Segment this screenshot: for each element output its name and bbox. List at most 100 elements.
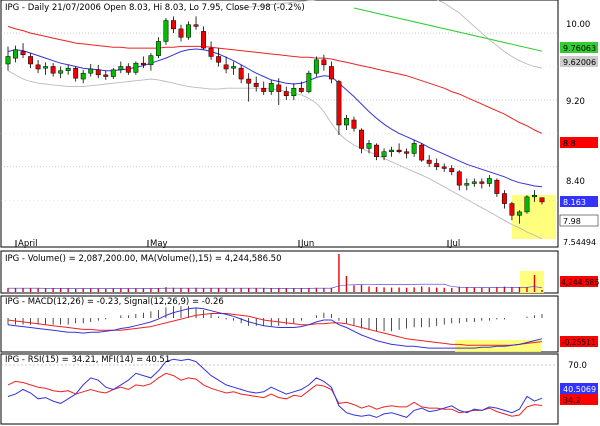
candle-body (13, 49, 18, 59)
volume-label-box (560, 276, 598, 287)
macd-label-box (560, 336, 598, 347)
rsi-label: 34.2 (563, 396, 581, 405)
bb-upper-label: 9.76063 (563, 44, 596, 53)
price-candles (5, 16, 545, 224)
candle-body (95, 69, 101, 76)
candle-body (313, 59, 319, 74)
candle-body (321, 59, 327, 66)
mfi-line (7, 358, 543, 418)
candle-body (374, 144, 379, 158)
candle-body (366, 143, 372, 149)
candle-body (291, 87, 297, 96)
volume-ma-line (8, 283, 543, 289)
rsi-label-box (560, 394, 598, 405)
candle-body (411, 143, 417, 154)
candle-body (464, 183, 470, 186)
candle-body (103, 74, 109, 77)
candle-body (80, 72, 86, 80)
candle-body (276, 84, 282, 92)
ma-slow-label: 8.8 (563, 139, 576, 148)
candle-body (163, 20, 169, 42)
candle-body (359, 129, 364, 149)
price-y-tick-label: 9.20 (566, 97, 585, 107)
macd-signal-line (7, 313, 543, 346)
candle-body (253, 82, 259, 87)
candle-body (118, 66, 124, 71)
price-panel-title: IPG - Daily 21/07/2006 Open 8.03, Hi 8.0… (5, 3, 305, 13)
macd-panel: IPG - MACD(12,26) = -0.23, Signal(12,26,… (0, 295, 598, 353)
candle-body (283, 91, 289, 96)
price-y-tick-label: 8.40 (566, 177, 585, 187)
candle-body (171, 20, 176, 30)
bb-upper-label-box (560, 42, 598, 53)
candle-body (110, 69, 116, 77)
x-axis: April May Jun Jul (15, 239, 460, 249)
low-label: 7.54494 (563, 238, 596, 247)
candle-body (20, 51, 26, 56)
price-value-labels: 9.76063 9.62006 8.8 8.163 7.98 7.54494 (559, 42, 599, 247)
candle-body (50, 66, 56, 74)
candle-body (223, 64, 229, 70)
candle-body (434, 163, 440, 168)
macd-label: -0.25511 (562, 338, 596, 347)
candle-body (186, 24, 191, 38)
candle-body (261, 87, 267, 92)
ma-slow-label-box (560, 137, 598, 148)
rsi-panel-title: IPG - RSI(15) = 34.21, MFI(14) = 40.51 (5, 355, 170, 365)
price-grid (1, 32, 558, 201)
candle-body (65, 67, 71, 71)
candle-body (246, 78, 252, 84)
ma-fast-label: 8.163 (563, 198, 586, 207)
candle-body (426, 159, 432, 164)
candle-body (381, 151, 387, 158)
candle-body (43, 66, 49, 69)
price-panel: IPG - Daily 21/07/2006 Open 8.03, Hi 8.0… (0, 0, 559, 248)
candle-body (486, 178, 492, 184)
x-tick-label: April (18, 239, 37, 249)
bollinger-bands (7, 0, 543, 240)
candle-body (298, 87, 304, 92)
candle-body (389, 149, 395, 152)
candle-body (524, 196, 530, 213)
volume-label: 4,244,586.5 (561, 278, 600, 287)
candle-body (344, 118, 349, 126)
candle-body (441, 166, 447, 169)
candle-body (73, 67, 79, 79)
candle-body (125, 66, 131, 73)
candle-body (419, 144, 425, 161)
candle-body (494, 179, 500, 194)
volume-panel-frame (0, 250, 559, 294)
close-label-box (559, 214, 599, 227)
candle-body (351, 119, 357, 129)
candle-body (336, 81, 342, 126)
candle-body (193, 24, 199, 27)
price-panel-frame (0, 0, 559, 248)
volume-panel: IPG - Volume() = 2,087,200.00, MA(Volume… (0, 250, 600, 294)
candle-body (404, 151, 410, 154)
candle-body (178, 28, 184, 38)
price-highlight-box (512, 195, 556, 239)
candle-body (396, 149, 402, 152)
bb-lower-line (7, 70, 543, 240)
macd-panel-title: IPG - MACD(12,26) = -0.23, Signal(12,26,… (5, 297, 224, 307)
candle-body (516, 211, 522, 216)
candle-body (471, 181, 477, 184)
candle-body (328, 66, 334, 80)
candle-body (539, 197, 545, 203)
candle-body (155, 41, 161, 56)
candle-body (58, 70, 64, 74)
candle-body (501, 193, 507, 204)
candle-body (231, 66, 237, 69)
rsi-panel: IPG - RSI(15) = 34.21, MFI(14) = 40.51 7… (0, 353, 598, 425)
candle-body (140, 62, 146, 66)
low-label-box (560, 236, 598, 247)
candle-body (532, 194, 537, 198)
volume-panel-title: IPG - Volume() = 2,087,200.00, MA(Volume… (5, 254, 282, 264)
candle-body (449, 168, 455, 173)
price-y-tick-label: 10.00 (566, 20, 590, 30)
macd-line (7, 307, 543, 349)
candle-body (5, 56, 11, 65)
candle-body (35, 64, 41, 70)
candle-body (456, 171, 462, 186)
